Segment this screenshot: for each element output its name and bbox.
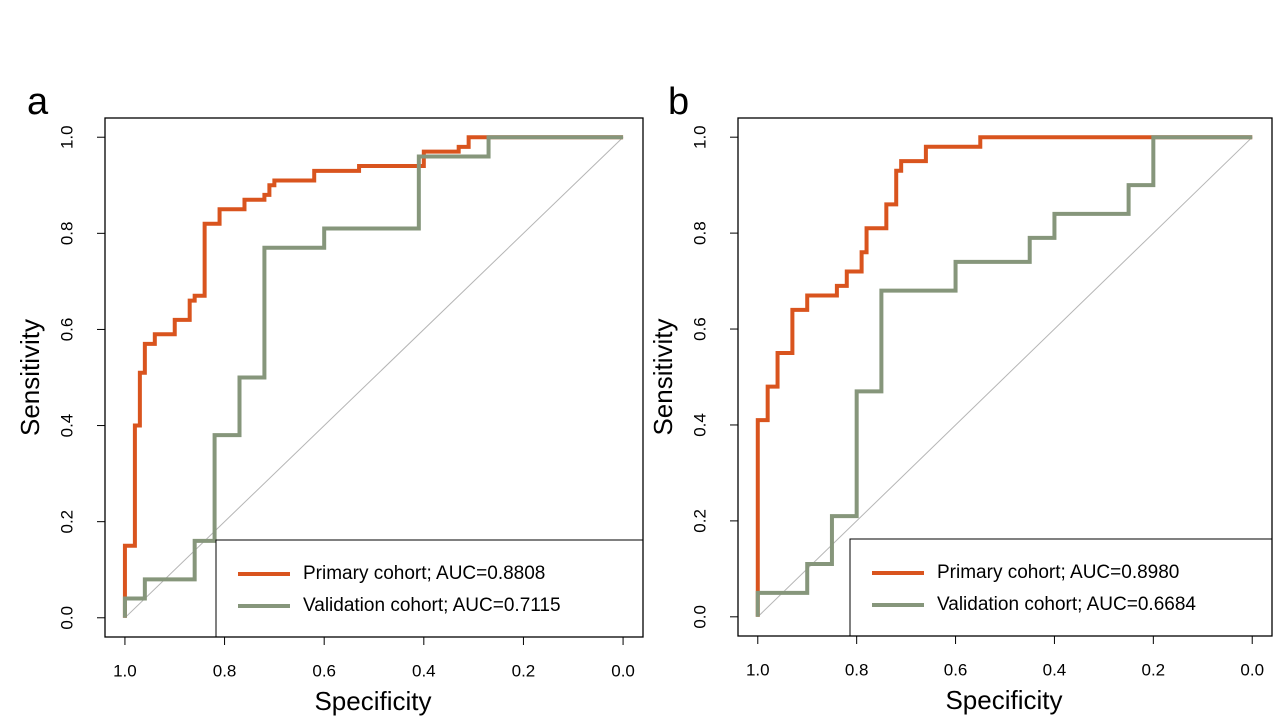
roc-line: [122, 135, 624, 618]
plot-frame: [737, 117, 1273, 637]
legend-label: Validation cohort; AUC=0.7115: [303, 595, 561, 616]
legend-label: Primary cohort; AUC=0.8980: [937, 562, 1179, 583]
y-tick-label: 0.0: [690, 605, 709, 629]
legend-label: Primary cohort; AUC=0.8808: [303, 563, 545, 584]
y-tick-label: 0.6: [690, 317, 709, 341]
y-tick-label: 0.6: [57, 318, 76, 342]
legend-label: Validation cohort; AUC=0.6684: [937, 594, 1196, 615]
panel-label: b: [668, 81, 689, 123]
x-tick-label: 0.2: [1142, 660, 1166, 679]
y-tick-label: 0.8: [57, 222, 76, 246]
x-tick-label: 0.4: [412, 661, 436, 680]
roc-line: [122, 135, 624, 618]
x-tick-label: 0.0: [611, 661, 635, 680]
legend-box: [215, 539, 644, 638]
y-tick-label: 0.2: [57, 510, 76, 534]
reference-diagonal: [757, 136, 1253, 618]
y-tick-label: 1.0: [57, 125, 76, 149]
x-tick-label: 0.2: [512, 661, 536, 680]
x-tick-label: 0.6: [944, 660, 968, 679]
y-tick-label: 0.2: [690, 509, 709, 533]
y-tick-label: 1.0: [690, 125, 709, 149]
y-tick-label: 0.4: [690, 413, 709, 437]
reference-diagonal: [124, 136, 624, 619]
panel: b1.0 0.8 0.6 0.4 0.2 0.00.00.20.40.60.81.0Pri…: [648, 81, 1273, 715]
x-tick-label: 0.4: [1043, 660, 1067, 679]
plot-frame: [104, 117, 644, 638]
x-tick-label: 0.8: [213, 661, 237, 680]
panel-label: a: [27, 81, 49, 123]
x-axis-title: Specificity: [945, 685, 1062, 715]
y-tick-label: 0.8: [690, 221, 709, 245]
x-tick-label: 0.0: [1240, 660, 1264, 679]
y-axis-title: Sensitivity: [15, 319, 45, 436]
legend-box: [849, 538, 1273, 637]
x-tick-label: 1.0: [113, 661, 137, 680]
roc-line: [755, 135, 1253, 617]
y-tick-label: 0.0: [57, 606, 76, 630]
x-tick-label: 1.0: [746, 660, 770, 679]
y-axis-title: Sensitivity: [648, 318, 678, 435]
x-tick-label: 0.6: [312, 661, 336, 680]
roc-line: [755, 135, 1253, 617]
x-axis-title: Specificity: [314, 686, 431, 716]
x-tick-label: 0.8: [845, 660, 869, 679]
y-tick-label: 0.4: [57, 414, 76, 438]
panel: a 1.0 0.8 0.6 0.4 0.2 0.0 0.0 0.2 0.4 0.6 0.8 1.0 Pri…: [15, 81, 644, 716]
